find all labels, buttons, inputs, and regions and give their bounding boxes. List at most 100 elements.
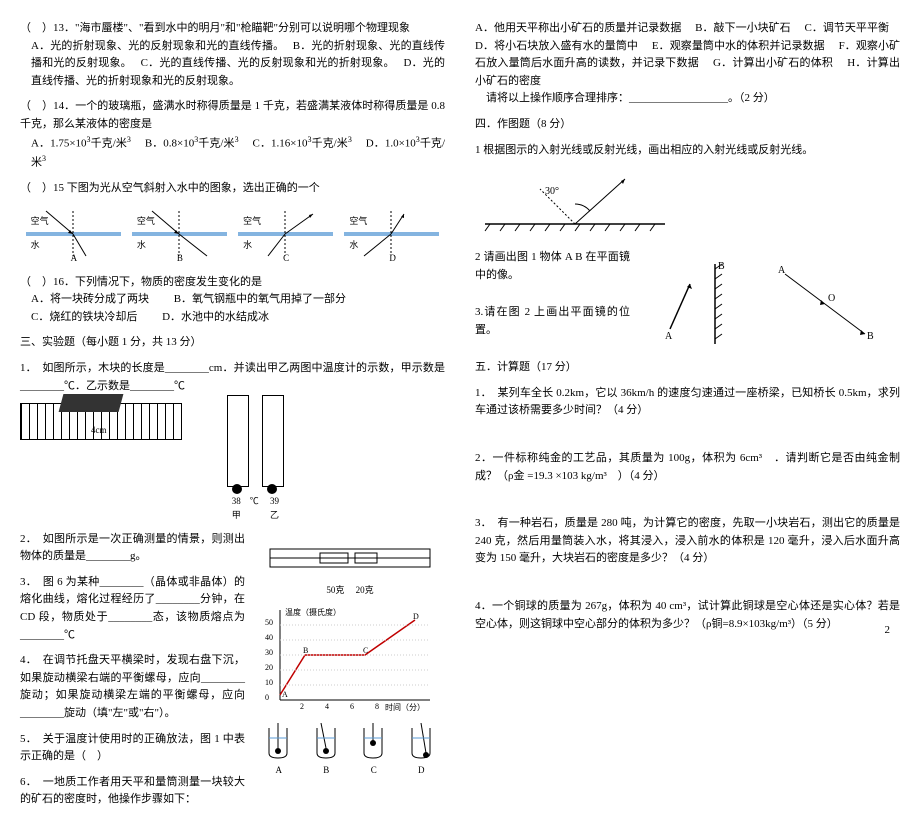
experiment-6: 6． 一地质工作者用天平和量筒测量一块较大的矿石的密度时，他操作步骤如下： xyxy=(20,774,245,809)
svg-text:C: C xyxy=(363,646,368,655)
step-g: G．计算出小矿石的体积 xyxy=(713,57,833,69)
svg-text:10: 10 xyxy=(265,678,273,687)
q16-b: B．氧气钢瓶中的氧气用掉了一部分 xyxy=(174,293,346,305)
q14-c-val: 1.16×10 xyxy=(271,137,307,149)
angle-label: 30° xyxy=(545,186,559,197)
experiment-3: 3． 图 6 为某种________（晶体或非晶体）的熔化曲线，熔化过程经历了_… xyxy=(20,574,245,644)
label-jia: 甲 xyxy=(232,510,241,520)
calc-4: 4．一个铜球的质量为 267g，体积为 40 cm³，试计算此铜球是空心体还是实… xyxy=(475,598,900,633)
exp1-text: 1． 如图所示，木块的长度是________cm．并读出甲乙两图中温度计的示数，… xyxy=(20,362,445,392)
svg-text:B: B xyxy=(867,331,874,342)
mirror-2: A O B xyxy=(770,259,900,349)
svg-text:D: D xyxy=(413,612,419,621)
step-b: B．敲下一小块矿石 xyxy=(695,22,791,34)
beaker-d: D xyxy=(399,723,444,777)
q14-c-usup: 3 xyxy=(348,135,352,144)
q14-options: A．1.75×103千克/米3 B．0.8×103千克/米3 C．1.16×10… xyxy=(20,134,445,173)
mirror-diagrams: A B A O B xyxy=(640,259,900,349)
experiment-5: 5． 关于温度计使用时的正确放法，图 1 中表示正确的是（ ） xyxy=(20,731,245,766)
refraction-diagrams: 空气 水 A 空气 水 B 空气 水 C 空气 xyxy=(20,206,445,266)
q14-a-unit: 千克/米 xyxy=(91,137,127,149)
q14-b-usup: 3 xyxy=(235,135,239,144)
thermo-yi xyxy=(262,395,284,487)
left-column: （ ）13．"海市蜃楼"、"看到水中的明月"和"枪瞄靶"分别可以说明哪个物理现象… xyxy=(20,20,445,817)
question-14: （ ）14．一个的玻璃瓶，盛满水时称得质量是 1 千克，若盛满某液体时称得质量是… xyxy=(20,98,445,172)
q15-stem: （ ）15 下图为光从空气斜射入水中的图象，选出正确的一个 xyxy=(20,182,320,194)
beaker-diagrams: A B C D xyxy=(255,723,445,777)
graph-ylabel: 温度（摄氏度） xyxy=(285,607,341,617)
weight-50: 50克 xyxy=(326,585,344,595)
q14-a-val: 1.75×10 xyxy=(50,137,86,149)
q6-continuation: A．他用天平称出小矿石的质量并记录数据 B．敲下一小块矿石 C．调节天平平衡 D… xyxy=(475,20,900,108)
svg-text:4: 4 xyxy=(325,702,329,711)
svg-text:20: 20 xyxy=(265,663,273,672)
section-3-title: 三、实验题（每小题 1 分，共 13 分） xyxy=(20,334,445,352)
thermo-jia xyxy=(227,395,249,487)
svg-text:A: A xyxy=(778,265,786,276)
svg-text:50: 50 xyxy=(265,618,273,627)
sec4-p2: 2 请画出图 1 物体 A B 在平面镜中的像。 xyxy=(475,249,630,284)
graph-xlabel: 时间（分） xyxy=(385,702,425,712)
q14-a-usup: 3 xyxy=(127,135,131,144)
experiment-4: 4． 在调节托盘天平横梁时，发现右盘下沉，如果旋动横梁右端的平衡螺母，应向___… xyxy=(20,652,245,722)
question-16: （ ）16．下列情况下，物质的密度发生变化的是 A．将一块砖分成了两块 B．氧气… xyxy=(20,274,445,327)
q13-stem: （ ）13．"海市蜃楼"、"看到水中的明月"和"枪瞄靶"分别可以说明哪个物理现象 xyxy=(20,22,410,34)
step-c: C．调节天平平衡 xyxy=(804,22,889,34)
svg-text:A: A xyxy=(282,690,288,699)
label-a: A xyxy=(71,251,78,265)
page-number: 2 xyxy=(885,622,891,640)
svg-text:0: 0 xyxy=(265,693,269,702)
label-water: 水 xyxy=(349,238,358,252)
q16-a: A．将一块砖分成了两块 xyxy=(31,293,149,305)
label-c: C xyxy=(283,251,289,265)
q14-a-pre: A． xyxy=(31,137,50,149)
refraction-b: 空气 水 B xyxy=(132,206,227,266)
ruler-diagram: 4cm xyxy=(20,403,182,447)
label-air: 空气 xyxy=(243,214,261,228)
experiment-2: 2． 如图所示是一次正确测量的情景，则测出物体的质量是________g。 xyxy=(20,531,245,566)
beaker-c: C xyxy=(351,723,396,777)
thermo-v1: 38 xyxy=(232,496,241,506)
svg-text:30: 30 xyxy=(265,648,273,657)
beaker-b: B xyxy=(304,723,349,777)
step-e: E．观察量筒中水的体积并记录数据 xyxy=(652,40,825,52)
label-d: D xyxy=(389,251,396,265)
step-d: D．将小石块放入盛有水的量筒中 xyxy=(475,40,638,52)
mirror-1: A B xyxy=(640,259,770,349)
step-ask: 请将以上操作顺序合理排序：__________________。（2 分） xyxy=(475,90,900,108)
svg-text:6: 6 xyxy=(350,702,354,711)
svg-text:O: O xyxy=(828,293,835,304)
label-b: B xyxy=(177,251,183,265)
right-column: A．他用天平称出小矿石的质量并记录数据 B．敲下一小块矿石 C．调节天平平衡 D… xyxy=(475,20,900,817)
question-15: （ ）15 下图为光从空气斜射入水中的图象，选出正确的一个 空气 水 A 空气 … xyxy=(20,180,445,266)
q14-c-unit: 千克/米 xyxy=(311,137,347,149)
svg-text:B: B xyxy=(303,646,308,655)
q14-b-val: 0.8×10 xyxy=(163,137,194,149)
q14-b-pre: B． xyxy=(145,137,163,149)
sec4-p3: 3.请在图 2 上画出平面镜的位置。 xyxy=(475,304,630,339)
question-13: （ ）13．"海市蜃楼"、"看到水中的明月"和"枪瞄靶"分别可以说明哪个物理现象… xyxy=(20,20,445,90)
svg-text:8: 8 xyxy=(375,702,379,711)
section-5-title: 五．计算题（17 分） xyxy=(475,359,900,377)
calc-1: 1． 某列车全长 0.2km，它以 36km/h 的速度匀速通过一座桥梁，已知桥… xyxy=(475,385,900,420)
label-water: 水 xyxy=(31,238,40,252)
melting-graph: 温度（摄氏度） 时间（分） 01020304050 2468 A B C D xyxy=(255,605,435,715)
refraction-c: 空气 水 C xyxy=(238,206,333,266)
q16-d: D．水池中的水结成冰 xyxy=(162,311,269,323)
refraction-a: 空气 水 A xyxy=(26,206,121,266)
q14-stem: （ ）14．一个的玻璃瓶，盛满水时称得质量是 1 千克，若盛满某液体时称得质量是… xyxy=(20,100,445,130)
label-water: 水 xyxy=(137,238,146,252)
thermometer-diagram: 38 ℃ 39 甲 乙 xyxy=(222,395,289,522)
thermo-v2: 39 xyxy=(270,496,279,506)
svg-text:2: 2 xyxy=(300,702,304,711)
label-yi: 乙 xyxy=(270,510,279,520)
q14-c-pre: C． xyxy=(253,137,271,149)
beaker-a: A xyxy=(256,723,301,777)
q14-d-pre: D． xyxy=(366,137,385,149)
experiment-1: 1． 如图所示，木块的长度是________cm．并读出甲乙两图中温度计的示数，… xyxy=(20,360,445,523)
label-air: 空气 xyxy=(349,214,367,228)
q14-d-val: 1.0×10 xyxy=(385,137,416,149)
label-air: 空气 xyxy=(137,214,155,228)
q16-options: A．将一块砖分成了两块 B．氧气钢瓶中的氧气用掉了一部分 C．烧红的铁块冷却后 … xyxy=(20,291,445,326)
sec4-p1: 1 根据图示的入射光线或反射光线，画出相应的入射光线或反射光线。 xyxy=(475,142,900,160)
